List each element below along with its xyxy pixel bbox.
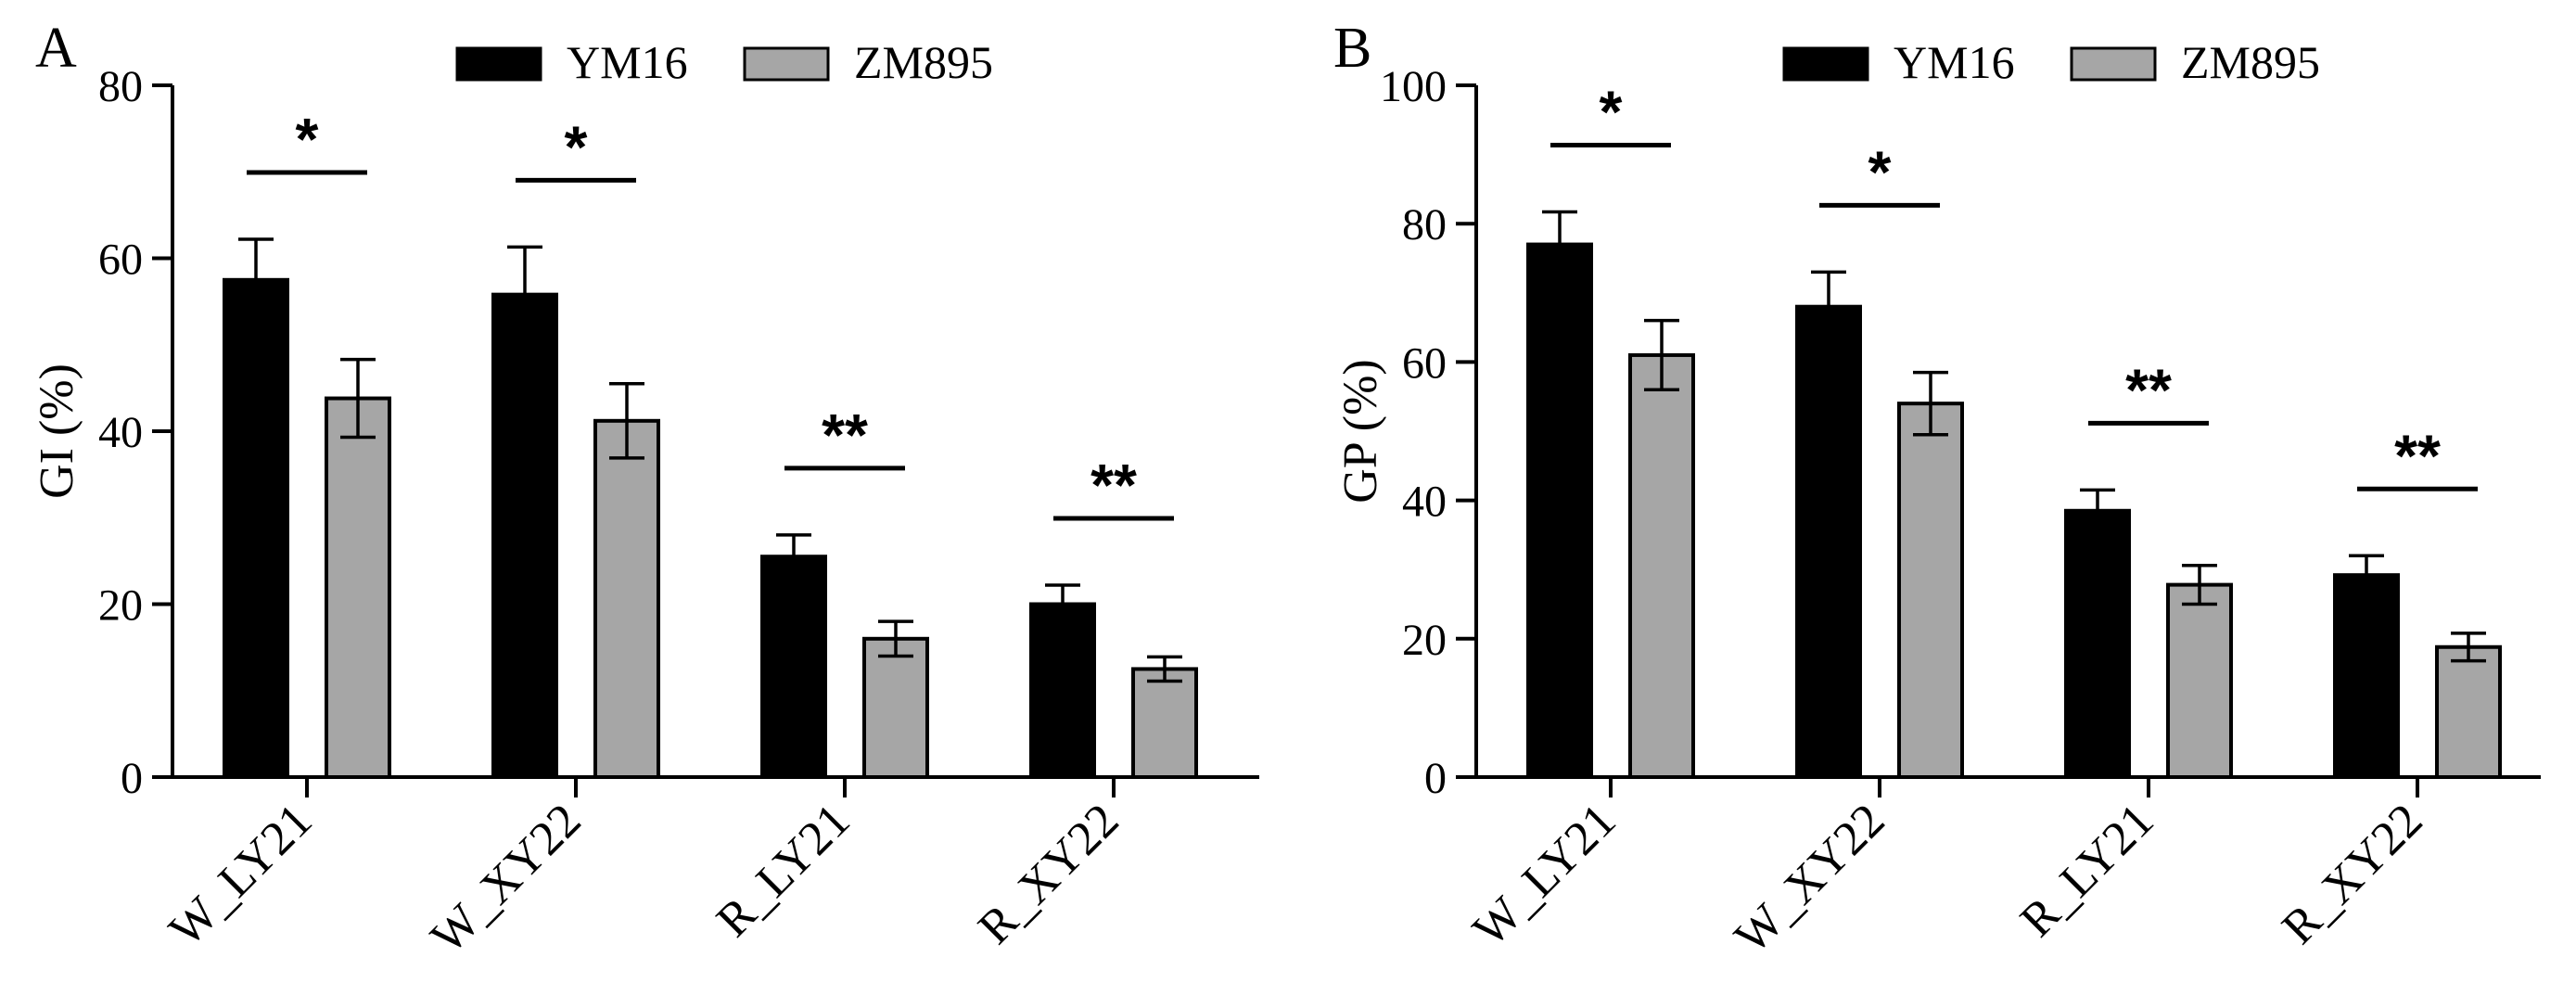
bar-ym16-w_xy22 bbox=[491, 292, 558, 780]
significance-marker: ** bbox=[1090, 452, 1137, 518]
legend-swatch-zm895 bbox=[2070, 46, 2157, 82]
y-tick-label: 20 bbox=[1402, 616, 1447, 665]
legend-swatch-ym16 bbox=[1782, 46, 1869, 82]
legend-label-ym16: YM16 bbox=[1894, 36, 2015, 88]
x-tick-label-w_ly21: W_LY21 bbox=[1463, 794, 1626, 957]
legend-label-zm895: ZM895 bbox=[854, 36, 993, 88]
y-tick-label: 40 bbox=[98, 408, 143, 457]
y-tick-label: 80 bbox=[1402, 200, 1447, 249]
bar-ym16-r_ly21 bbox=[760, 555, 827, 780]
bar-ym16-r_xy22 bbox=[2333, 573, 2400, 780]
significance-marker: * bbox=[296, 106, 319, 172]
bar-zm895-w_ly21 bbox=[1628, 352, 1695, 779]
x-tick-label-r_ly21: R_LY21 bbox=[2010, 794, 2163, 947]
legend-swatch-zm895 bbox=[743, 46, 830, 82]
significance-marker: ** bbox=[2394, 422, 2441, 489]
bar-zm895-w_xy22 bbox=[593, 418, 660, 779]
y-tick-label: 80 bbox=[98, 62, 143, 111]
significance-marker: ** bbox=[822, 402, 868, 468]
panel-label: A bbox=[35, 17, 77, 80]
bar-ym16-w_ly21 bbox=[1526, 242, 1593, 779]
chart-panel-b: B YM16 ZM895 0 20 40 60 80 100 GP (%) * W_LY21 * W_XY… bbox=[1333, 17, 2541, 963]
panel-label: B bbox=[1333, 17, 1371, 80]
x-tick-label-w_xy22: W_XY22 bbox=[1725, 794, 1894, 963]
bar-zm895-r_xy22 bbox=[1131, 667, 1198, 779]
bar-zm895-w_xy22 bbox=[1897, 402, 1964, 779]
bar-ym16-r_xy22 bbox=[1029, 602, 1096, 779]
y-tick-label: 40 bbox=[1402, 478, 1447, 527]
x-tick-label-r_xy22: R_XY22 bbox=[968, 794, 1129, 954]
bar-zm895-r_xy22 bbox=[2435, 644, 2502, 780]
y-axis-title: GP (%) bbox=[1334, 359, 1387, 504]
significance-marker: * bbox=[1600, 79, 1623, 146]
significance-marker: ** bbox=[2125, 356, 2172, 423]
x-tick-label-r_xy22: R_XY22 bbox=[2272, 794, 2432, 954]
significance-marker: * bbox=[1868, 138, 1892, 205]
bar-zm895-r_ly21 bbox=[862, 636, 929, 779]
bar-ym16-w_xy22 bbox=[1795, 304, 1862, 779]
bar-zm895-r_ly21 bbox=[2166, 582, 2233, 779]
y-axis-title: GI (%) bbox=[31, 364, 83, 499]
y-tick-label: 20 bbox=[98, 581, 143, 631]
y-tick-label: 60 bbox=[98, 236, 143, 285]
significance-marker: * bbox=[565, 113, 588, 180]
legend-label-ym16: YM16 bbox=[567, 36, 688, 88]
x-tick-label-w_xy22: W_XY22 bbox=[421, 794, 591, 963]
x-tick-label-r_ly21: R_LY21 bbox=[707, 794, 860, 947]
y-tick-label: 0 bbox=[1424, 754, 1447, 803]
bar-ym16-w_ly21 bbox=[223, 277, 289, 779]
y-tick-label: 100 bbox=[1380, 62, 1447, 111]
legend-swatch-ym16 bbox=[455, 46, 542, 82]
bar-zm895-w_ly21 bbox=[325, 396, 391, 779]
bar-ym16-r_ly21 bbox=[2064, 508, 2131, 779]
y-tick-label: 0 bbox=[121, 754, 143, 803]
x-tick-label-w_ly21: W_LY21 bbox=[159, 794, 323, 957]
chart-panel-a: A YM16 ZM895 0 20 40 60 80 GI (%) * W_LY21 * W_XY22 *… bbox=[31, 17, 1259, 963]
y-tick-label: 60 bbox=[1402, 338, 1447, 388]
legend-label-zm895: ZM895 bbox=[2181, 36, 2320, 88]
